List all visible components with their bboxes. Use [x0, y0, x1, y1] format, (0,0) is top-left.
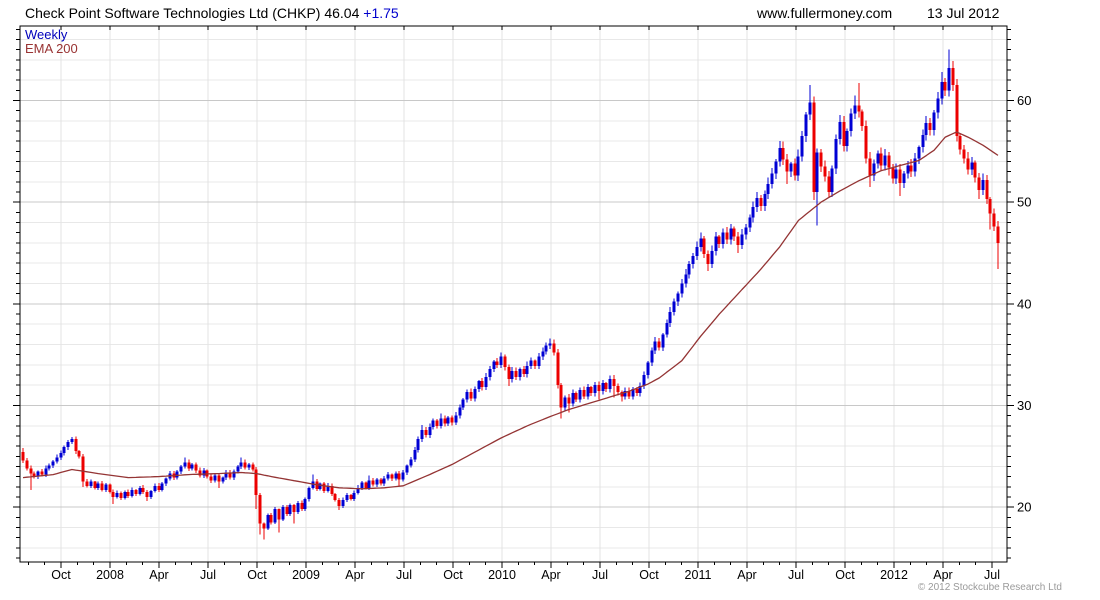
svg-text:Oct: Oct: [247, 568, 267, 582]
page-title: Check Point Software Technologies Ltd (C…: [25, 5, 399, 21]
svg-text:2009: 2009: [292, 568, 320, 582]
svg-text:30: 30: [1017, 398, 1031, 413]
svg-text:Jul: Jul: [396, 568, 412, 582]
x-axis-labels: Oct 2008 Apr Jul Oct 2009 Apr Jul Oct 2010 Apr Jul O…: [51, 568, 1000, 582]
date-text: 13 Jul 2012: [927, 5, 1000, 21]
svg-text:Apr: Apr: [149, 568, 168, 582]
y-axis-labels: 20 30 40 50 60: [1017, 93, 1031, 515]
svg-text:Oct: Oct: [51, 568, 71, 582]
svg-text:20: 20: [1017, 500, 1031, 515]
chart-title-text: Check Point Software Technologies Ltd (C…: [25, 5, 364, 21]
axis-ticks: [13, 26, 1014, 568]
chart-legend: Weekly EMA 200: [25, 28, 78, 56]
svg-text:Jul: Jul: [200, 568, 216, 582]
svg-text:60: 60: [1017, 93, 1031, 108]
svg-text:2011: 2011: [685, 568, 712, 582]
website-text: www.fullermoney.com: [757, 5, 893, 21]
svg-text:Oct: Oct: [443, 568, 463, 582]
svg-text:50: 50: [1017, 195, 1031, 210]
svg-text:Apr: Apr: [737, 568, 756, 582]
copyright-text: © 2012 Stockcube Research Ltd: [917, 582, 1062, 593]
svg-text:40: 40: [1017, 296, 1031, 311]
svg-text:Oct: Oct: [835, 568, 855, 582]
svg-text:Jul: Jul: [788, 568, 804, 582]
price-change: +1.75: [363, 5, 399, 21]
gridlines: [20, 26, 1007, 562]
svg-text:2012: 2012: [880, 568, 908, 582]
ema-200-line: [22, 131, 999, 490]
legend-weekly-label: Weekly: [25, 27, 68, 42]
svg-text:Jul: Jul: [984, 568, 1000, 582]
svg-text:2008: 2008: [96, 568, 124, 582]
svg-text:Apr: Apr: [345, 568, 364, 582]
svg-text:Apr: Apr: [541, 568, 560, 582]
svg-text:Jul: Jul: [592, 568, 608, 582]
svg-text:Apr: Apr: [933, 568, 952, 582]
svg-text:2010: 2010: [488, 568, 516, 582]
svg-text:Oct: Oct: [639, 568, 659, 582]
legend-ema-label: EMA 200: [25, 41, 78, 56]
